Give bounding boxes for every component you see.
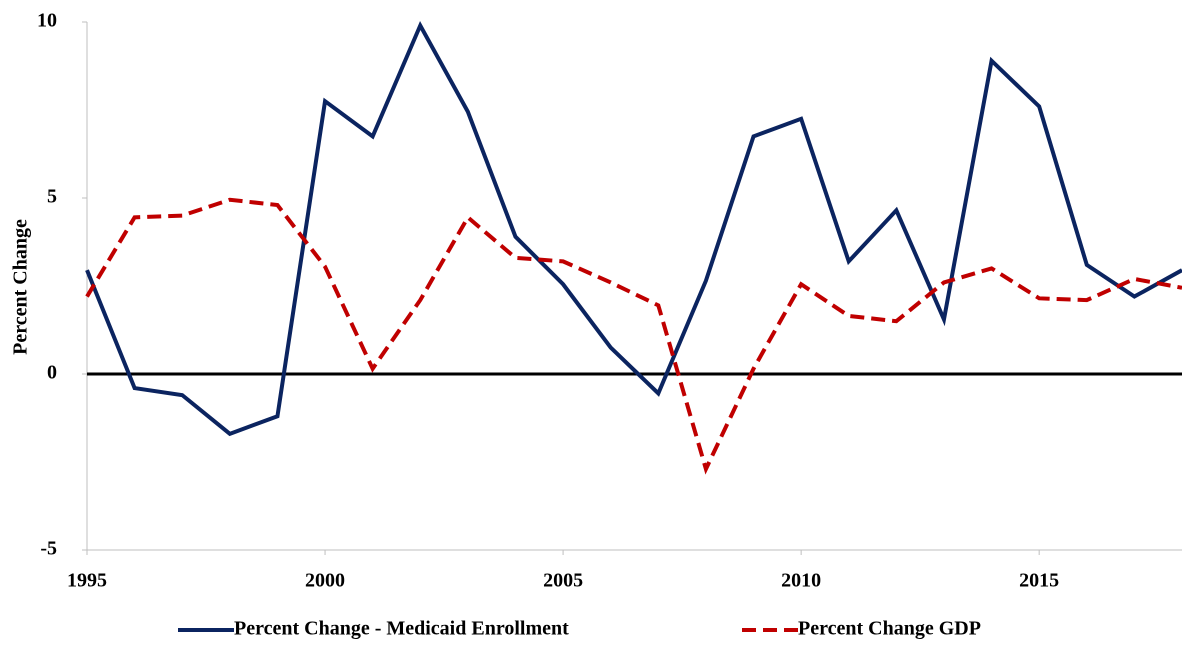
legend-label: Percent Change GDP: [798, 618, 981, 640]
series-line: [85, 197, 1182, 475]
x-tick-label: 2015: [1019, 570, 1059, 592]
x-tick-label: 1995: [67, 570, 107, 592]
y-tick-label: 0: [47, 362, 57, 384]
x-tick-label: 2005: [543, 570, 583, 592]
y-tick-label: 5: [47, 186, 57, 208]
y-axis-label: Percent Change: [10, 219, 32, 355]
legend-label: Percent Change - Medicaid Enrollment: [234, 618, 569, 640]
x-tick-label: 2000: [305, 570, 345, 592]
y-tick-label: -5: [40, 538, 57, 560]
x-tick-label: 2010: [781, 570, 821, 592]
y-tick-label: 10: [37, 10, 57, 32]
series-line: [85, 20, 1182, 437]
